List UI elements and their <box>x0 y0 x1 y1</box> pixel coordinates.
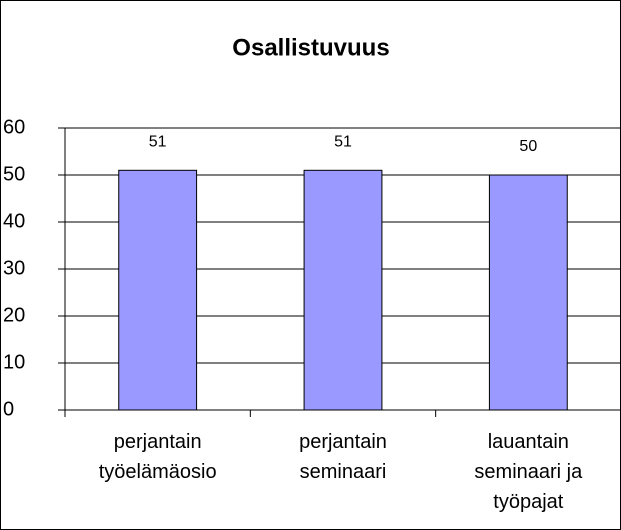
bar <box>118 169 198 411</box>
data-label: 51 <box>334 134 352 151</box>
y-tick-label: 0 <box>3 398 14 420</box>
y-tick-label: 10 <box>3 351 25 373</box>
x-tick-label: perjantain työelämäosio <box>98 431 217 483</box>
chart-title: Osallistuvuus <box>232 34 389 61</box>
data-label: 51 <box>149 134 167 151</box>
y-tick-label: 30 <box>3 257 25 279</box>
y-tick-label: 40 <box>3 210 25 232</box>
y-tick-label: 20 <box>3 304 25 326</box>
y-tick-label: 60 <box>3 116 25 138</box>
x-tick-label: lauantain seminaari ja työpajat <box>474 431 583 513</box>
y-tick-label: 50 <box>3 163 25 185</box>
bar <box>488 174 568 411</box>
data-label: 50 <box>519 138 537 155</box>
bar <box>303 169 383 411</box>
x-tick-label: perjantain seminaari <box>299 431 387 483</box>
